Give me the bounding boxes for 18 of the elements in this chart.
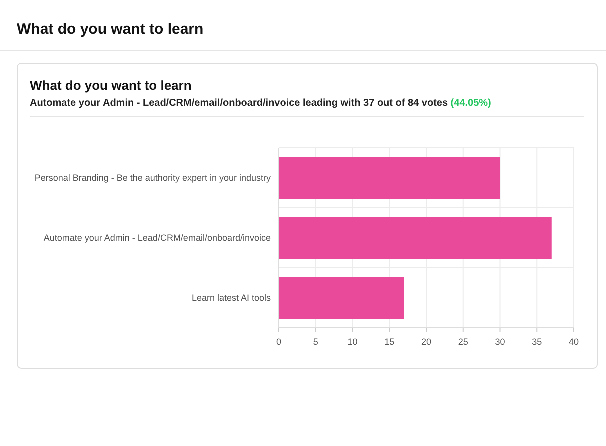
bar [279, 157, 500, 199]
x-tick-label: 30 [495, 337, 506, 347]
x-tick-label: 25 [458, 337, 468, 347]
x-tick-label: 40 [568, 337, 580, 347]
bar [279, 277, 404, 319]
x-tick-label: 35 [532, 337, 542, 347]
y-tick-label: Learn latest AI tools [192, 293, 272, 304]
x-tick-label: 10 [348, 337, 358, 347]
x-tick-label: 5 [313, 337, 318, 347]
chart-subtitle: Automate your Admin - Lead/CRM/email/onboard/invoice leading with 37 out of 84 votes (44.05%) [30, 98, 492, 109]
x-tick-label: 20 [421, 337, 432, 347]
text: What do you want to learn [17, 21, 204, 38]
y-tick-label: Personal Branding - Be the authority expert in your industry [34, 173, 272, 184]
y-tick-label: Automate your Admin - Lead/CRM/email/onboard/invoice [44, 233, 271, 244]
bar [279, 217, 552, 259]
text: What do you want to learn [30, 78, 192, 93]
x-tick-label: 0 [276, 337, 282, 347]
x-tick-label: 15 [384, 337, 395, 347]
